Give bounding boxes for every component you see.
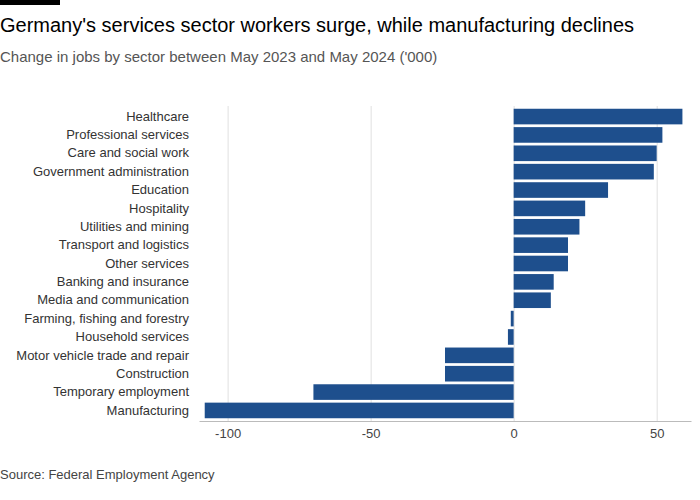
category-label: Transport and logistics <box>59 237 190 252</box>
bars <box>205 109 683 418</box>
x-axis: -100 -50 0 50 <box>200 106 692 441</box>
y-axis: Healthcare Professional services Care and … <box>16 109 189 418</box>
bar <box>514 292 551 308</box>
bar <box>514 145 657 161</box>
category-label: Utilities and mining <box>80 219 189 234</box>
category-label: Hospitality <box>129 201 189 216</box>
y-tick: Hospitality <box>129 201 189 216</box>
category-label: Healthcare <box>126 109 189 124</box>
category-label: Banking and insurance <box>57 274 189 289</box>
y-tick: Manufacturing <box>107 403 189 418</box>
bar <box>514 182 608 198</box>
y-tick: Transport and logistics <box>59 237 190 252</box>
subtitle: Change in jobs by sector between May 202… <box>0 48 437 65</box>
bar <box>445 348 514 364</box>
grid-line <box>371 106 372 421</box>
chart-container: Germany's services sector workers surge,… <box>0 0 700 500</box>
category-label: Farming, fishing and forestry <box>24 311 189 326</box>
x-axis-line <box>200 421 692 422</box>
x-tick-label: -50 <box>362 426 381 441</box>
bar <box>511 311 514 327</box>
bar <box>514 127 663 143</box>
category-label: Manufacturing <box>107 403 189 418</box>
y-tick: Motor vehicle trade and repair <box>16 347 189 362</box>
category-label: Motor vehicle trade and repair <box>16 347 189 362</box>
category-label: Other services <box>105 256 189 271</box>
y-tick: Construction <box>116 366 189 381</box>
y-tick: Government administration <box>33 164 189 179</box>
bar <box>514 237 568 253</box>
category-label: Education <box>131 182 189 197</box>
x-tick-label: -100 <box>215 426 241 441</box>
category-label: Household services <box>76 329 190 344</box>
y-tick: Household services <box>76 329 190 344</box>
y-tick: Care and social work <box>68 145 190 160</box>
category-label: Care and social work <box>68 145 190 160</box>
y-tick: Education <box>131 182 189 197</box>
y-tick: Professional services <box>66 127 189 142</box>
y-tick: Temporary employment <box>53 384 189 399</box>
y-tick: Banking and insurance <box>57 274 189 289</box>
y-tick: Media and communication <box>37 292 189 307</box>
bar <box>514 109 683 125</box>
bar <box>313 384 513 400</box>
x-tick: -100 <box>215 106 241 441</box>
y-tick: Healthcare <box>126 109 189 124</box>
bar <box>445 366 514 382</box>
category-label: Government administration <box>33 164 189 179</box>
grid-line <box>657 106 658 421</box>
bar <box>514 201 586 217</box>
bar <box>508 329 514 345</box>
bar <box>514 164 654 180</box>
bar <box>514 274 554 290</box>
title-bar <box>0 0 60 5</box>
bar <box>514 219 580 235</box>
x-tick-label: 50 <box>650 426 664 441</box>
title: Germany's services sector workers surge,… <box>0 14 634 36</box>
bar <box>514 256 568 272</box>
y-tick: Other services <box>105 256 189 271</box>
category-label: Professional services <box>66 127 189 142</box>
grid-line <box>228 106 229 421</box>
y-tick: Utilities and mining <box>80 219 189 234</box>
bar <box>205 403 514 419</box>
category-label: Media and communication <box>37 292 189 307</box>
source: Source: Federal Employment Agency <box>0 467 215 482</box>
chart-svg: Germany's services sector workers surge,… <box>0 0 700 500</box>
category-label: Construction <box>116 366 189 381</box>
x-tick-label: 0 <box>511 426 518 441</box>
y-tick: Farming, fishing and forestry <box>24 311 189 326</box>
category-label: Temporary employment <box>53 384 189 399</box>
